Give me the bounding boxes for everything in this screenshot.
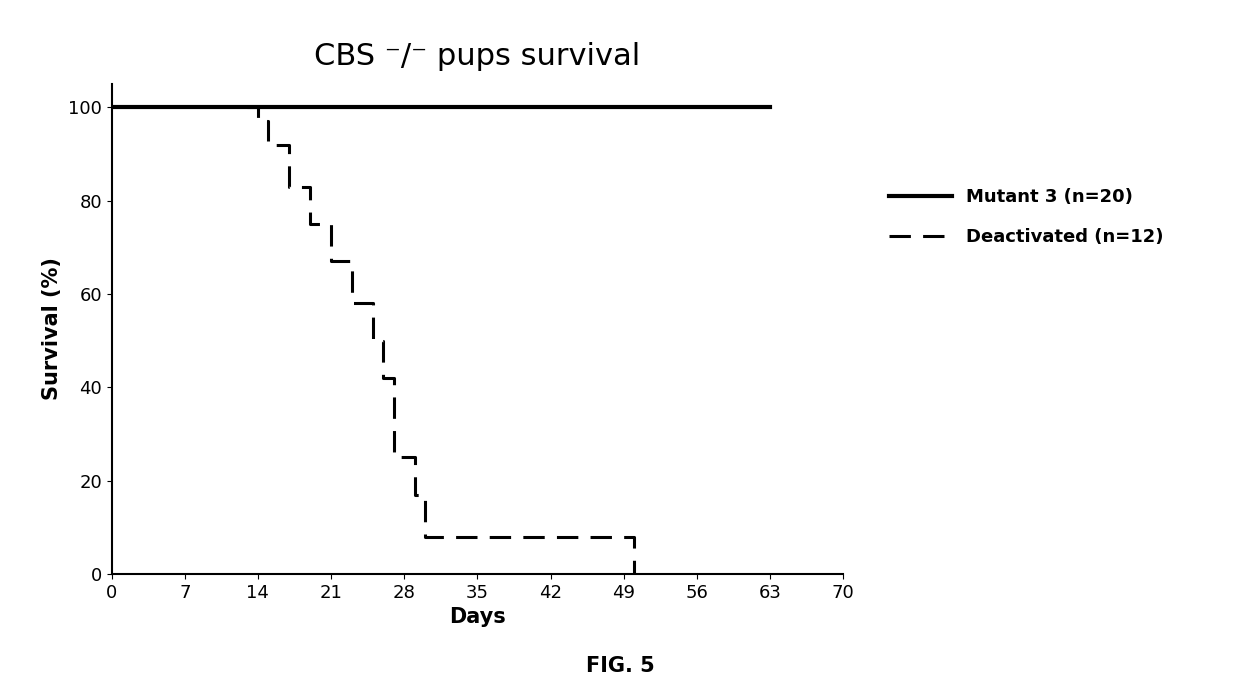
Text: FIG. 5: FIG. 5 (585, 656, 655, 676)
X-axis label: Days: Days (449, 608, 506, 627)
Legend: Mutant 3 (n=20), Deactivated (n=12): Mutant 3 (n=20), Deactivated (n=12) (882, 181, 1171, 253)
Title: CBS ⁻/⁻ pups survival: CBS ⁻/⁻ pups survival (314, 41, 641, 71)
Y-axis label: Survival (%): Survival (%) (42, 258, 62, 400)
